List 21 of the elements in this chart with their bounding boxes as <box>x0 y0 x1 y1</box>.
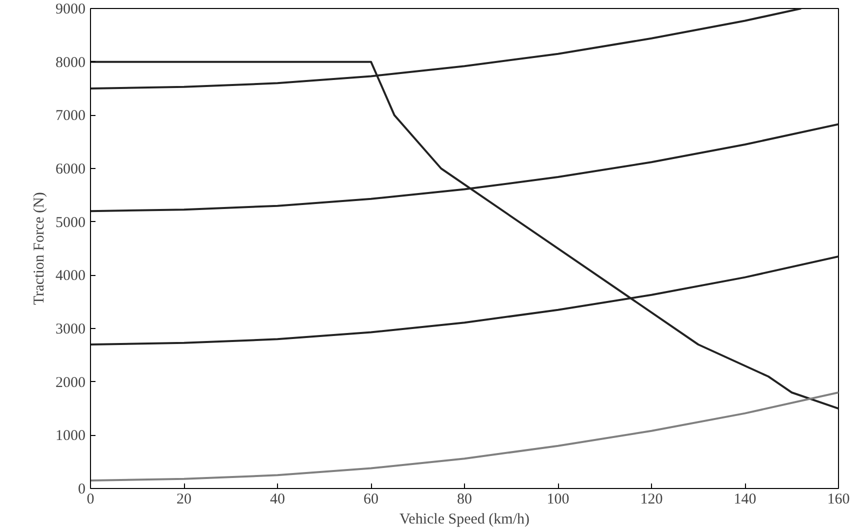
y-tick-label: 2000 <box>56 374 86 391</box>
x-tick-label: 40 <box>270 492 285 508</box>
y-tick-label: 6000 <box>56 162 86 178</box>
y-tick-label: 7000 <box>56 108 86 124</box>
y-tick-label: 5000 <box>56 214 86 231</box>
x-tick-label: 80 <box>457 492 472 508</box>
y-axis-title: Traction Force (N) <box>32 192 48 305</box>
line-series <box>90 392 838 482</box>
y-tick-label: 4000 <box>56 268 86 284</box>
x-tick-label: 120 <box>640 492 663 508</box>
y-tick-label: 1000 <box>56 428 86 444</box>
y-tick-label: 0 <box>78 482 86 498</box>
x-tick-label: 20 <box>176 492 192 508</box>
x-tick-label: 160 <box>827 492 850 508</box>
x-tick-label: 100 <box>546 492 570 508</box>
y-tick-label: 3000 <box>56 322 86 338</box>
x-tick-label: 140 <box>734 492 756 508</box>
y-tick-label: 8000 <box>56 54 86 71</box>
y-tick-label: 9000 <box>56 2 86 18</box>
x-axis-title: Vehicle Speed (km/h) <box>400 512 530 528</box>
x-tick-label: 60 <box>364 492 378 508</box>
